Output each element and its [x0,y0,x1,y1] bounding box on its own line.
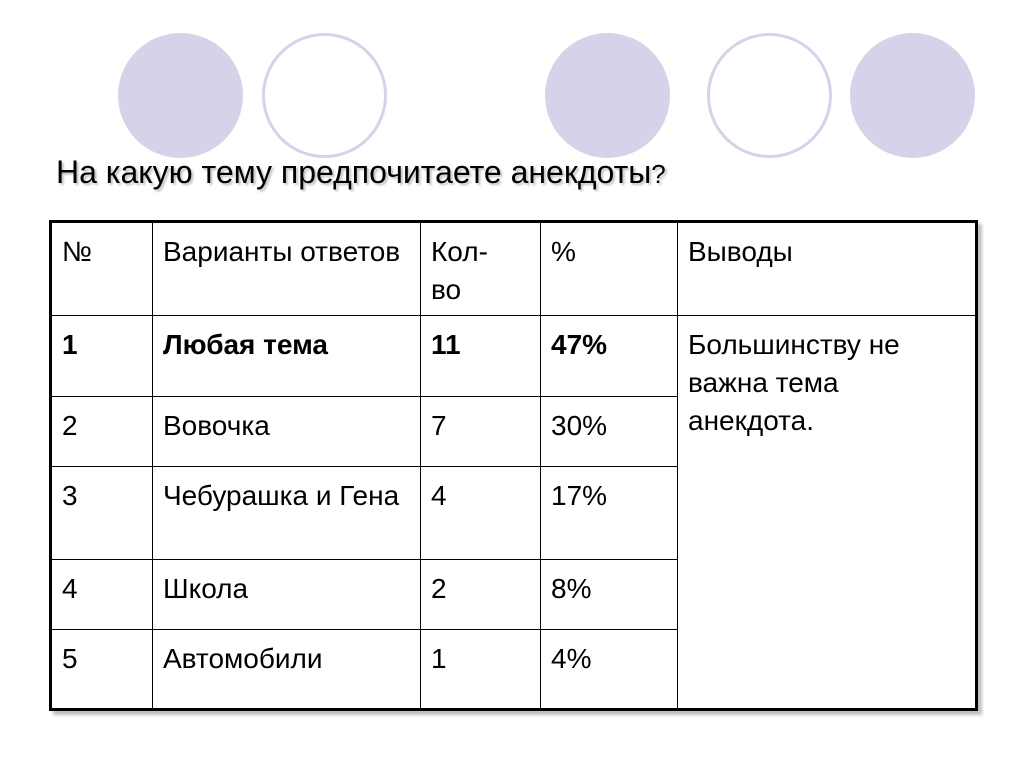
decor-circle-4 [707,33,832,158]
decor-circle-5 [850,33,975,158]
header-num: № [50,221,153,316]
row-option: Вовочка [152,396,421,467]
slide-title: На какую тему предпочитаете анекдоты? [56,154,666,191]
header-count: Кол-во [420,221,541,316]
row-option: Автомобили [152,629,421,710]
header-percent: % [540,221,678,316]
table-row: 3 Чебурашка и Гена 4 17% [50,466,977,560]
row-count: 1 [420,629,541,710]
row-num: 2 [50,396,153,467]
row-option: Чебурашка и Гена [152,466,421,560]
decor-circle-3 [545,33,670,158]
header-option: Варианты ответов [152,221,421,316]
row-num: 5 [50,629,153,710]
row-percent: 17% [540,466,678,560]
slide-title-text: На какую тему предпочитаете анекдоты [56,154,652,190]
row-option: Любая тема [152,315,421,397]
decor-circle-1 [118,33,243,158]
row-count: 4 [420,466,541,560]
survey-table: № Варианты ответов Кол-во % Выводы 1 Люб… [49,220,978,711]
row-count: 2 [420,559,541,630]
row-percent: 8% [540,559,678,630]
row-percent: 30% [540,396,678,467]
table-row: 5 Автомобили 1 4% [50,629,977,710]
row-count: 11 [420,315,541,397]
row-num: 3 [50,466,153,560]
table-row: 1 Любая тема 11 47% Большинству не важна… [50,315,977,710]
table-header-row: № Варианты ответов Кол-во % Выводы [50,221,977,316]
row-num: 1 [50,315,153,397]
slide-title-question-mark: ? [651,159,666,189]
decor-circle-2 [262,33,387,158]
header-conclusion: Выводы [677,221,977,316]
row-percent: 47% [540,315,678,397]
row-count: 7 [420,396,541,467]
row-option: Школа [152,559,421,630]
conclusion-cell: Большинству не важна тема анекдота. [677,315,977,710]
row-num: 4 [50,559,153,630]
header-count-label: Кол-во [431,236,488,305]
table-row: 2 Вовочка 7 30% [50,396,977,467]
row-percent: 4% [540,629,678,710]
